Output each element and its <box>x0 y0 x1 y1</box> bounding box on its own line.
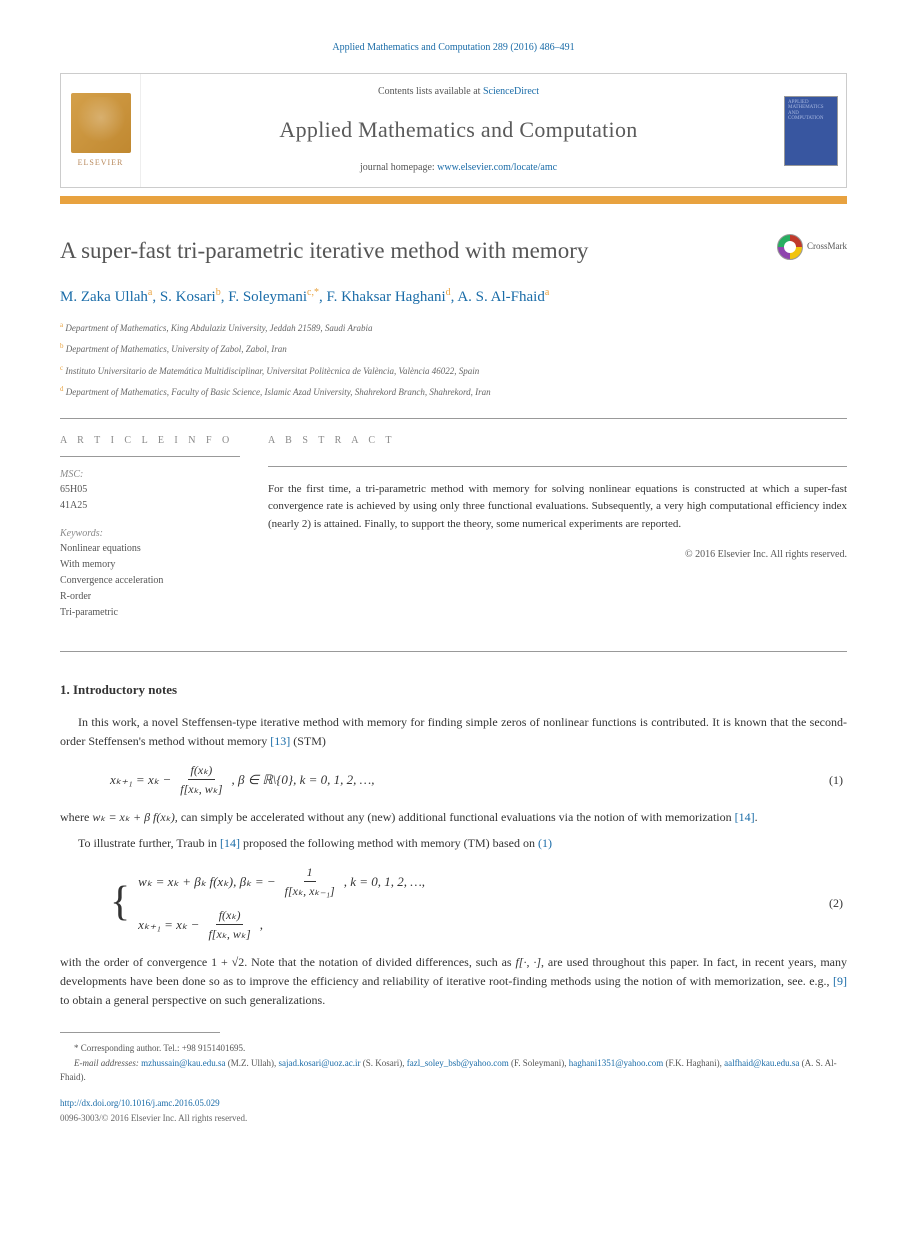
journal-title: Applied Mathematics and Computation <box>149 113 768 146</box>
paragraph: To illustrate further, Traub in [14] pro… <box>60 834 847 853</box>
publisher-logo-block: ELSEVIER <box>61 74 141 187</box>
msc-label: MSC: <box>60 467 240 482</box>
article-info-column: A R T I C L E I N F O MSC: 65H0541A25 Ke… <box>60 433 240 621</box>
accent-bar <box>60 196 847 204</box>
email-link[interactable]: sajad.kosari@uoz.ac.ir <box>278 1058 360 1068</box>
cover-thumb: APPLIED MATHEMATICS AND COMPUTATION <box>776 74 846 187</box>
homepage-link[interactable]: www.elsevier.com/locate/amc <box>437 162 557 173</box>
equation-number: (1) <box>829 771 847 789</box>
citation-header: Applied Mathematics and Computation 289 … <box>60 40 847 55</box>
affiliation: b Department of Mathematics, University … <box>60 341 847 356</box>
crossmark-badge[interactable]: CrossMark <box>777 234 847 260</box>
elsevier-tree-icon <box>71 93 131 153</box>
keyword: Nonlinear equations <box>60 541 240 556</box>
keyword: R-order <box>60 589 240 604</box>
citation-link[interactable]: [14] <box>735 810 755 824</box>
citation-link[interactable]: [14] <box>220 836 240 850</box>
equation-2: { wₖ = xₖ + βₖ f(xₖ), βₖ = − 1f[xₖ, xₖ₋₁… <box>110 863 847 943</box>
email-link[interactable]: aalfhaid@kau.edu.sa <box>724 1058 799 1068</box>
keyword: With memory <box>60 557 240 572</box>
equation-1: xₖ₊₁ = xₖ − f(xₖ)f[xₖ, wₖ] , β ∈ ℝ\{0}, … <box>110 761 847 798</box>
email-link[interactable]: fazl_soley_bsb@yahoo.com <box>407 1058 509 1068</box>
equation-number: (2) <box>829 894 847 912</box>
journal-cover-icon: APPLIED MATHEMATICS AND COMPUTATION <box>784 96 838 166</box>
abstract-text: For the first time, a tri-parametric met… <box>268 481 847 534</box>
homepage-prefix: journal homepage: <box>360 162 437 173</box>
header-center: Contents lists available at ScienceDirec… <box>141 74 776 187</box>
keyword: Tri-parametric <box>60 605 240 620</box>
sciencedirect-link[interactable]: ScienceDirect <box>483 86 539 97</box>
paragraph: with the order of convergence 1 + √2. No… <box>60 953 847 1011</box>
paragraph: where wₖ = xₖ + β f(xₖ), can simply be a… <box>60 808 847 827</box>
divider <box>60 651 847 652</box>
email-link[interactable]: mzhussain@kau.edu.sa <box>141 1058 225 1068</box>
article-info-label: A R T I C L E I N F O <box>60 433 240 448</box>
abstract-column: A B S T R A C T For the first time, a tr… <box>268 433 847 621</box>
keyword: Convergence acceleration <box>60 573 240 588</box>
authors-line: M. Zaka Ullaha, S. Kosarib, F. Soleymani… <box>60 285 847 309</box>
footnote-divider <box>60 1032 220 1033</box>
section-1-heading: 1. Introductory notes <box>60 680 847 700</box>
rights-line: 0096-3003/© 2016 Elsevier Inc. All right… <box>60 1112 847 1126</box>
paragraph: In this work, a novel Steffensen-type it… <box>60 713 847 751</box>
email-addresses-note: E-mail addresses: mzhussain@kau.edu.sa (… <box>60 1056 847 1085</box>
affiliation: a Department of Mathematics, King Abdula… <box>60 320 847 335</box>
elsevier-label: ELSEVIER <box>78 157 124 169</box>
journal-header-box: ELSEVIER Contents lists available at Sci… <box>60 73 847 188</box>
equation-ref-link[interactable]: (1) <box>538 836 552 850</box>
doi-link[interactable]: http://dx.doi.org/10.1016/j.amc.2016.05.… <box>60 1097 847 1111</box>
citation-link[interactable]: [13] <box>270 734 290 748</box>
keywords-label: Keywords: <box>60 526 240 541</box>
affiliation: d Department of Mathematics, Faculty of … <box>60 384 847 399</box>
crossmark-label: CrossMark <box>807 240 847 254</box>
email-link[interactable]: haghani1351@yahoo.com <box>569 1058 664 1068</box>
abstract-copyright: © 2016 Elsevier Inc. All rights reserved… <box>268 547 847 562</box>
homepage-line: journal homepage: www.elsevier.com/locat… <box>149 160 768 175</box>
contents-line: Contents lists available at ScienceDirec… <box>149 84 768 99</box>
msc-code: 65H05 <box>60 482 240 497</box>
article-title: A super-fast tri-parametric iterative me… <box>60 234 777 269</box>
abstract-label: A B S T R A C T <box>268 433 847 448</box>
crossmark-icon <box>777 234 803 260</box>
divider <box>60 418 847 419</box>
citation-link[interactable]: [9] <box>833 974 847 988</box>
affiliation: c Instituto Universitario de Matemática … <box>60 363 847 378</box>
contents-prefix: Contents lists available at <box>378 86 483 97</box>
msc-code: 41A25 <box>60 498 240 513</box>
corresponding-author-note: * Corresponding author. Tel.: +98 915140… <box>60 1041 847 1055</box>
